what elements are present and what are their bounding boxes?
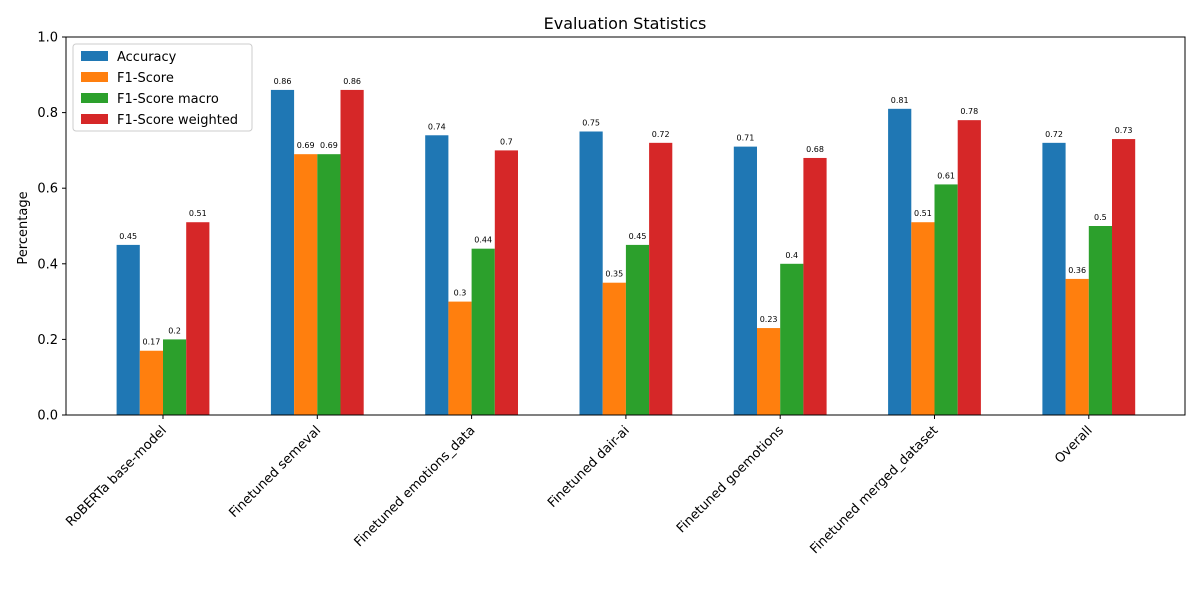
- bar: [294, 154, 318, 415]
- bar-value-label: 0.7: [500, 137, 513, 146]
- legend-swatch: [81, 51, 108, 61]
- bar: [116, 244, 140, 415]
- bar-value-label: 0.23: [760, 315, 778, 324]
- bars-layer: [116, 89, 1136, 416]
- bar-value-label: 0.44: [474, 236, 492, 245]
- x-tick-label: Finetuned dair-ai: [545, 423, 633, 511]
- bar-value-labels: 0.45 0.17 0.2 0.51 0.86 0.69 0.69 0.86 0.74 0.3 0.…: [119, 77, 1132, 347]
- x-tick-label: Finetuned emotions_data: [352, 423, 479, 550]
- y-tick-label: 0.8: [37, 106, 58, 121]
- y-axis: 0.0 0.2 0.4 0.6 0.8 1.0: [37, 31, 66, 424]
- bar: [270, 89, 295, 416]
- legend-swatch: [81, 72, 108, 82]
- legend-entry-label: Accuracy: [117, 50, 177, 65]
- x-tick-label: Finetuned semeval: [227, 423, 325, 521]
- bar: [579, 131, 603, 415]
- bar-value-label: 0.61: [937, 171, 955, 180]
- bar-value-label: 0.69: [297, 141, 315, 150]
- bar: [139, 350, 163, 415]
- bar: [448, 301, 472, 415]
- bar-value-label: 0.51: [914, 209, 932, 218]
- bar-value-label: 0.86: [343, 77, 361, 86]
- bar-value-label: 0.3: [454, 289, 467, 298]
- chart-title: Evaluation Statistics: [544, 14, 707, 33]
- bar: [1088, 226, 1112, 415]
- bar-value-label: 0.45: [119, 232, 137, 241]
- bar-value-label: 0.17: [142, 338, 160, 347]
- bar-value-label: 0.81: [891, 96, 909, 105]
- x-axis: RoBERTa base-model Finetuned semeval Finet…: [63, 415, 1096, 557]
- y-axis-label: Percentage: [16, 191, 31, 264]
- bar: [888, 108, 912, 415]
- legend-swatch: [81, 93, 108, 103]
- y-tick-label: 1.0: [37, 31, 58, 46]
- bar: [471, 248, 495, 415]
- bar-value-label: 0.72: [652, 130, 670, 139]
- bar-value-label: 0.73: [1115, 126, 1133, 135]
- bar-value-label: 0.72: [1045, 130, 1063, 139]
- bar: [757, 328, 781, 415]
- bar: [911, 222, 935, 415]
- x-tick-label: Finetuned goemotions: [674, 423, 787, 536]
- bar: [733, 146, 757, 415]
- bar: [425, 135, 449, 415]
- bar: [957, 120, 981, 415]
- legend-entry-label: F1-Score macro: [117, 92, 219, 107]
- bar-value-label: 0.69: [320, 141, 338, 150]
- bar: [934, 184, 958, 415]
- bar: [625, 244, 650, 415]
- bar-value-label: 0.74: [428, 122, 446, 131]
- bar-value-label: 0.4: [785, 251, 798, 260]
- y-tick-label: 0.0: [37, 409, 58, 424]
- bar: [163, 339, 187, 415]
- bar-value-label: 0.45: [629, 232, 647, 241]
- bar: [317, 154, 341, 415]
- x-tick-label: Overall: [1052, 423, 1095, 466]
- bar-value-label: 0.2: [168, 326, 181, 335]
- bar-value-label: 0.68: [806, 145, 824, 154]
- x-tick-label: Finetuned merged_dataset: [807, 423, 941, 557]
- bar-value-label: 0.78: [960, 107, 978, 116]
- bar: [186, 222, 210, 415]
- y-tick-label: 0.6: [37, 182, 58, 197]
- bar: [1112, 139, 1136, 415]
- bar-value-label: 0.86: [274, 77, 292, 86]
- bar-value-label: 0.51: [189, 209, 207, 218]
- y-tick-label: 0.2: [37, 333, 58, 348]
- legend-entry-label: F1-Score: [117, 71, 174, 86]
- bar: [494, 150, 518, 415]
- legend-swatch: [81, 114, 108, 124]
- bar: [649, 142, 673, 415]
- bar: [1065, 278, 1089, 415]
- legend-entry-label: F1-Score weighted: [117, 113, 238, 128]
- bar: [602, 282, 626, 415]
- legend: Accuracy F1-Score F1-Score macro F1-Score w…: [72, 43, 253, 132]
- y-tick-label: 0.4: [37, 257, 58, 272]
- bar: [803, 157, 827, 415]
- bar: [780, 263, 804, 415]
- bar-value-label: 0.36: [1068, 266, 1086, 275]
- legend-box: [72, 43, 253, 132]
- bar-value-label: 0.75: [582, 119, 600, 128]
- x-tick-label: RoBERTa base-model: [63, 423, 170, 530]
- bar: [340, 89, 364, 416]
- bar-value-label: 0.71: [736, 134, 754, 143]
- bar-value-label: 0.35: [605, 270, 623, 279]
- bar: [1042, 142, 1066, 415]
- bar-value-label: 0.5: [1094, 213, 1107, 222]
